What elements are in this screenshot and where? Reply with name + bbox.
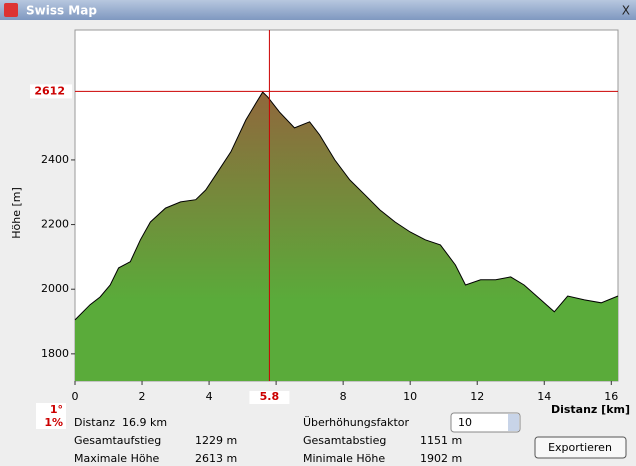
window-title: Swiss Map <box>26 4 97 18</box>
stat-label: Gesamtabstieg <box>303 434 386 447</box>
y-tick-label: 1800 <box>41 347 69 360</box>
x-tick-label: 16 <box>604 390 618 403</box>
x-tick-label: 14 <box>537 390 551 403</box>
x-tick-label: 10 <box>403 390 417 403</box>
x-tick-label: 0 <box>72 390 79 403</box>
stat-label: Minimale Höhe <box>303 452 385 465</box>
slope-percent: 1% <box>44 416 63 429</box>
slope-box <box>36 403 66 429</box>
y-axis-label: Höhe [m] <box>10 187 23 239</box>
spinner[interactable] <box>450 412 521 433</box>
elevation-area <box>75 92 618 381</box>
stat-value: 2613 m <box>195 452 237 465</box>
title-bar <box>0 0 636 20</box>
stat-label: Überhöhungsfaktor <box>303 416 409 429</box>
x-tick-label: 8 <box>340 390 347 403</box>
export-button[interactable] <box>534 436 627 459</box>
elevation-line <box>74 91 619 321</box>
cursor-x-box <box>249 391 290 404</box>
spinner-arrows[interactable] <box>508 414 519 431</box>
stat-label: Gesamtaufstieg <box>74 434 161 447</box>
close-button[interactable]: X <box>622 4 630 18</box>
y-tick-label: 2200 <box>41 218 69 231</box>
stat-value: 16.9 km <box>122 416 167 429</box>
export-button-label[interactable]: Exportieren <box>548 441 612 454</box>
app-icon <box>4 3 18 17</box>
x-tick-label: 12 <box>470 390 484 403</box>
cursor-y-label: 2612 <box>34 84 65 97</box>
y-tick-label: 2400 <box>41 153 69 166</box>
x-axis-label: Distanz [km] <box>551 403 630 416</box>
stat-value: 1151 m <box>420 434 462 447</box>
stat-label: Distanz <box>74 416 115 429</box>
cursor-x-label: 5.8 <box>260 390 280 403</box>
x-tick-label: 4 <box>206 390 213 403</box>
spinner-value[interactable]: 10 <box>458 416 472 429</box>
y-tick-label: 2000 <box>41 282 69 295</box>
stat-label: Maximale Höhe <box>74 452 160 465</box>
cursor-y-box <box>30 84 72 99</box>
x-tick-label: 2 <box>139 390 146 403</box>
stat-value: 1902 m <box>420 452 462 465</box>
stat-value: 1229 m <box>195 434 237 447</box>
slope-degree: 1° <box>50 403 63 416</box>
